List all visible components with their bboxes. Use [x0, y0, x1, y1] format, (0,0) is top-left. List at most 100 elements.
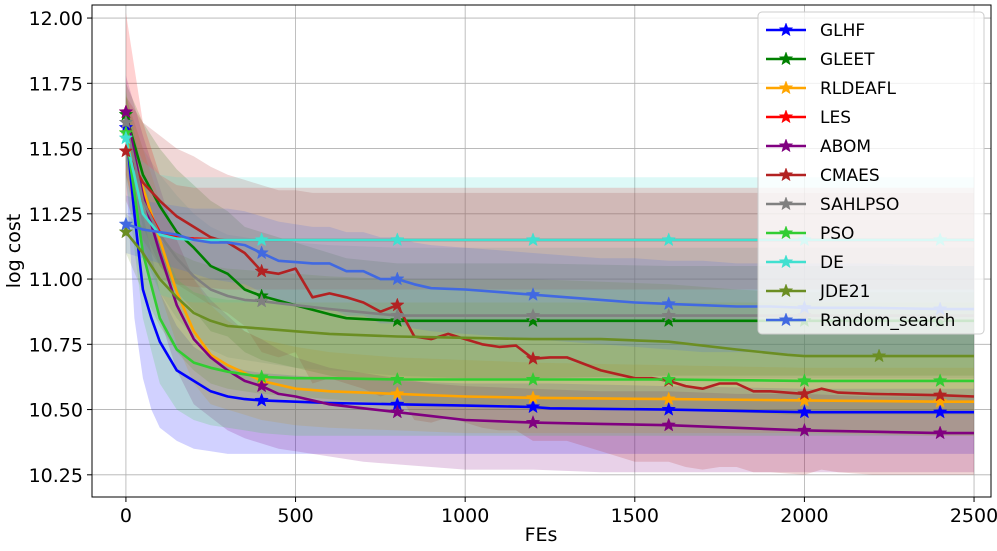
marker-de [254, 232, 269, 247]
marker-pso [661, 371, 677, 386]
marker-rldeafl [661, 391, 677, 406]
marker-sahlpso [389, 307, 405, 322]
legend-marker-glhf [778, 22, 794, 37]
x-axis-ticks: 0 500 1000 1500 2000 2500 [120, 497, 997, 527]
marker-cmaes [118, 143, 134, 158]
marker-abom [525, 414, 541, 429]
x-tick-label: 1000 [441, 505, 489, 527]
marker-pso [932, 373, 948, 388]
marker-random-search [118, 216, 134, 231]
legend-label-jde21: JDE21 [819, 282, 870, 302]
marker-sahlpso [661, 307, 677, 322]
legend-marker-cmaes [778, 167, 794, 182]
marker-rldeafl [389, 386, 405, 401]
y-tick-label: 10.75 [29, 334, 83, 356]
marker-random-search [254, 245, 269, 260]
x-axis-title: FEs [525, 524, 558, 546]
marker-de [118, 130, 134, 145]
legend-label-random-search: Random_search [820, 311, 955, 331]
marker-jde21 [871, 348, 887, 363]
marker-rldeafl [932, 394, 948, 408]
x-tick-label: 0 [120, 505, 132, 527]
legend-marker-de [778, 254, 794, 269]
band-glhf [125, 109, 974, 454]
legend-frame [757, 11, 985, 335]
marker-abom [661, 417, 677, 432]
band-pso [125, 91, 974, 436]
y-tick-label: 10.50 [29, 400, 83, 422]
legend-label-cmaes: CMAES [820, 166, 880, 186]
legend-marker-sahlpso [778, 196, 794, 211]
legend-marker-rldeafl [778, 80, 794, 95]
marker-random-search [661, 296, 677, 311]
legend-label-gleet: GLEET [820, 50, 875, 70]
legend-marker-jde21 [778, 283, 794, 298]
legend-marker-les [778, 109, 794, 124]
marker-glhf [797, 404, 812, 419]
y-tick-label: 10.25 [29, 465, 83, 487]
marker-rldeafl [525, 390, 541, 405]
y-tick-label: 11.75 [29, 73, 83, 95]
legend-label-les: LES [820, 108, 851, 128]
marker-cmaes [525, 350, 541, 365]
legend-label-abom: ABOM [820, 137, 871, 157]
y-tick-label: 11.50 [29, 139, 83, 161]
y-tick-label: 12.00 [29, 8, 83, 30]
legend-label-sahlpso: SAHLPSO [820, 195, 899, 215]
legend-label-pso: PSO [820, 224, 854, 244]
marker-pso [254, 369, 269, 384]
marker-cmaes [797, 386, 812, 401]
y-axis-ticks: 10.25 10.50 10.75 11.00 11.25 11.50 11.75 12.00 [29, 8, 92, 487]
series-line-abom [124, 111, 974, 435]
band-jde21 [125, 213, 974, 415]
marker-de [525, 232, 541, 247]
legend-marker-pso [778, 225, 794, 240]
marker-random-search [525, 287, 541, 301]
y-tick-label: 11.00 [29, 269, 83, 291]
marker-abom [797, 422, 812, 437]
marker-pso [389, 371, 405, 386]
marker-sahlpso [525, 307, 541, 322]
marker-glhf [932, 404, 948, 419]
marker-gleet [525, 313, 541, 328]
marker-pso [525, 371, 541, 386]
marker-pso [797, 373, 812, 388]
marker-rldeafl [797, 392, 812, 407]
legend-marker-abom [778, 138, 794, 153]
marker-abom [389, 404, 405, 419]
series-line-sahlpso [124, 122, 974, 317]
band-abom [125, 75, 974, 473]
legend: GLHF GLEET RLDEAFL LES ABOM CMAES SAHLPSO PSO DE… [757, 11, 985, 335]
legend-marker-gleet [778, 51, 794, 66]
y-axis-title: log cost [3, 214, 25, 288]
marker-gleet [661, 313, 677, 328]
y-tick-label: 11.25 [29, 204, 83, 226]
marker-random-search [389, 271, 405, 286]
series-line-rldeafl [124, 132, 974, 404]
marker-abom [932, 425, 948, 440]
marker-cmaes [932, 387, 948, 402]
marker-gleet [389, 313, 405, 328]
legend-label-glhf: GLHF [820, 21, 865, 41]
legend-label-rldeafl: RLDEAFL [820, 79, 897, 99]
series-line-cmaes [124, 150, 975, 398]
marker-jde21 [118, 224, 134, 239]
x-tick-label: 2000 [780, 505, 828, 527]
marker-glhf [254, 392, 269, 407]
series-line-pso [124, 132, 974, 383]
marker-glhf [661, 401, 677, 416]
x-tick-label: 500 [277, 505, 313, 527]
series-line-jde21 [124, 231, 974, 358]
marker-de [661, 232, 677, 247]
plot-frame [91, 4, 992, 498]
legend-label-de: DE [820, 253, 844, 273]
legend-marker-random-search [778, 312, 794, 327]
marker-sahlpso [254, 293, 269, 308]
marker-cmaes [254, 263, 269, 278]
x-tick-label: 1500 [611, 505, 659, 527]
marker-abom [254, 378, 269, 393]
marker-de [389, 232, 405, 247]
marker-glhf [525, 399, 541, 414]
x-tick-label: 2500 [950, 505, 997, 527]
